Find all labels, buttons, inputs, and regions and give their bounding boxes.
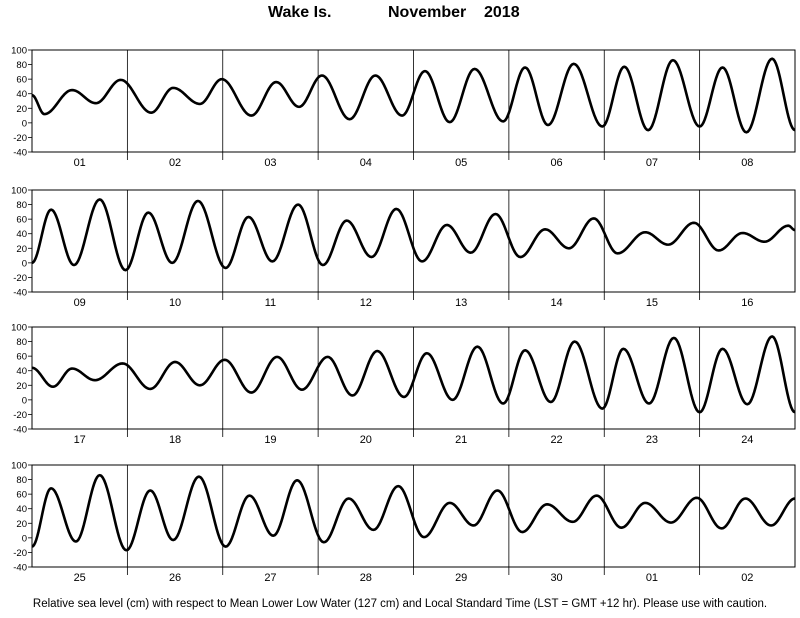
day-label: 27 (264, 572, 276, 584)
day-label: 23 (646, 434, 658, 446)
day-label: 02 (741, 572, 753, 584)
y-tick-label: 40 (16, 504, 27, 515)
y-tick-label: 100 (11, 323, 27, 334)
day-label: 13 (455, 297, 467, 309)
title-month: November (388, 4, 467, 21)
y-tick-label: 0 (22, 118, 27, 129)
y-tick-label: 100 (11, 46, 27, 57)
y-tick-label: -40 (13, 563, 27, 574)
day-label: 07 (646, 157, 658, 169)
tide-series-line (32, 335, 795, 414)
day-label: 01 (74, 157, 86, 169)
tide-series-line (32, 473, 795, 552)
title-station: Wake Is. (268, 4, 332, 21)
y-tick-label: 0 (22, 395, 27, 406)
day-label: 17 (74, 434, 86, 446)
tide-panel-1: -40 -20 0 20 40 60 80 100 01 02 03 04 05 06 07 08 (11, 46, 796, 169)
tide-series-line (32, 57, 795, 134)
y-tick-label: -20 (13, 133, 27, 144)
y-tick-label: -40 (13, 148, 27, 159)
day-label: 26 (169, 572, 181, 584)
footnote: Relative sea level (cm) with respect to … (32, 598, 768, 610)
y-tick-label: -40 (13, 425, 27, 436)
tide-panel-2: -40 -20 0 20 40 60 80 100 09 10 11 12 13 14 15 16 (11, 186, 796, 309)
y-tick-label: -20 (13, 410, 27, 421)
day-label: 29 (455, 572, 467, 584)
y-tick-label: 20 (16, 519, 27, 530)
y-tick-label: 100 (11, 186, 27, 197)
y-tick-label: -20 (13, 273, 27, 284)
y-tick-label: -40 (13, 288, 27, 299)
day-label: 10 (169, 297, 181, 309)
tide-panel-3: -40 -20 0 20 40 60 80 100 17 18 19 20 21 22 23 24 (11, 323, 796, 446)
y-tick-label: 80 (16, 60, 27, 71)
y-tick-label: 40 (16, 366, 27, 377)
y-tick-label: 60 (16, 215, 27, 226)
day-label: 14 (550, 297, 562, 309)
day-label: 03 (264, 157, 276, 169)
y-tick-label: 100 (11, 461, 27, 472)
tide-panel-4: -40 -20 0 20 40 60 80 100 25 26 27 28 29 30 01 02 (11, 461, 796, 584)
day-label: 20 (360, 434, 372, 446)
tide-series-line (32, 198, 795, 272)
day-label: 18 (169, 434, 181, 446)
day-label: 02 (169, 157, 181, 169)
title-year: 2018 (484, 4, 520, 21)
y-tick-label: 20 (16, 381, 27, 392)
day-label: 24 (741, 434, 753, 446)
y-tick-label: 80 (16, 337, 27, 348)
y-tick-label: 0 (22, 533, 27, 544)
day-label: 19 (264, 434, 276, 446)
y-tick-label: 0 (22, 258, 27, 269)
day-label: 15 (646, 297, 658, 309)
day-label: 08 (741, 157, 753, 169)
y-tick-label: 60 (16, 352, 27, 363)
chart-title: Wake Is. November 2018 (0, 4, 800, 28)
day-label: 21 (455, 434, 467, 446)
y-tick-label: 20 (16, 244, 27, 255)
y-tick-label: 40 (16, 89, 27, 100)
y-tick-label: 80 (16, 475, 27, 486)
day-label: 12 (360, 297, 372, 309)
day-label: 30 (550, 572, 562, 584)
y-tick-label: 80 (16, 200, 27, 211)
y-tick-label: 20 (16, 104, 27, 115)
y-tick-label: 60 (16, 75, 27, 86)
y-tick-label: 60 (16, 490, 27, 501)
day-label: 25 (74, 572, 86, 584)
y-tick-label: -20 (13, 548, 27, 559)
day-label: 16 (741, 297, 753, 309)
day-label: 05 (455, 157, 467, 169)
day-label: 01 (646, 572, 658, 584)
day-label: 11 (265, 297, 276, 309)
day-label: 28 (360, 572, 372, 584)
day-label: 22 (550, 434, 562, 446)
y-tick-label: 40 (16, 229, 27, 240)
day-label: 04 (360, 157, 372, 169)
day-label: 06 (550, 157, 562, 169)
day-label: 09 (74, 297, 86, 309)
